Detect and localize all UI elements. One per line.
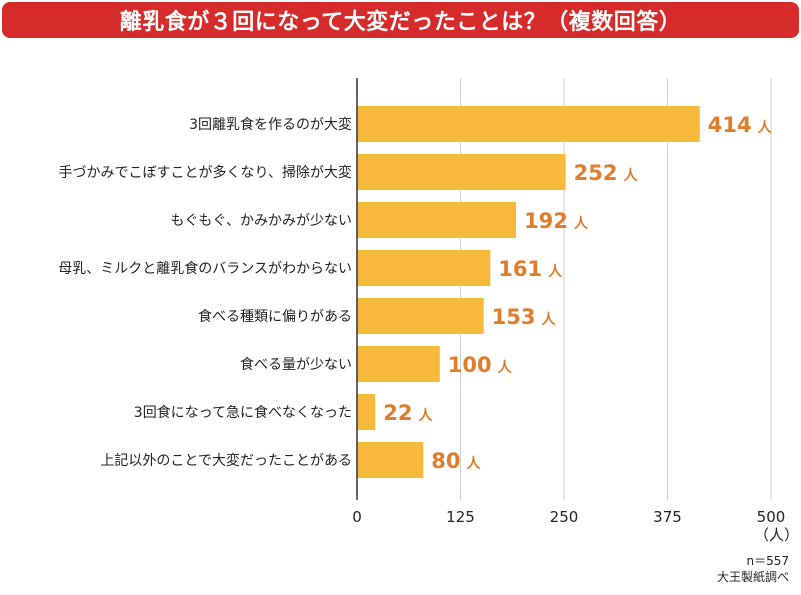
bar — [357, 346, 440, 382]
x-tick-label: 125 — [446, 508, 475, 526]
bar — [357, 202, 516, 238]
value-label: 22 人 — [383, 401, 433, 425]
category-label: 食べる量が少ない — [240, 356, 352, 373]
category-label: 3回食になって急に食べなくなった — [134, 404, 352, 421]
category-label: もぐもぐ、かみかみが少ない — [170, 213, 352, 229]
x-tick-label: 250 — [550, 508, 579, 526]
x-tick-label: 375 — [653, 508, 682, 526]
x-axis-unit-label: （人） — [754, 526, 800, 544]
title-banner: 離乳食が３回になって大変だったことは？（複数回答） — [2, 2, 799, 38]
value-label: 252 人 — [574, 161, 639, 185]
x-tick-label: 0 — [352, 508, 362, 526]
value-label: 414 人 — [708, 113, 773, 137]
sample-size: n＝557 — [746, 554, 789, 568]
bar — [357, 442, 424, 478]
value-label: 80 人 — [431, 449, 481, 473]
x-tick-label: 500 — [757, 508, 786, 526]
category-label: 母乳、ミルクと離乳食のバランスがわからない — [58, 260, 352, 277]
bar — [357, 250, 491, 286]
footnote: n＝557 大王製紙調べ — [717, 553, 789, 585]
category-label: 手づかみでこぼすことが多くなり、掃除が大変 — [59, 164, 352, 181]
chart-title: 離乳食が３回になって大変だったことは？（複数回答） — [119, 10, 682, 35]
value-label: 153 人 — [492, 305, 557, 329]
bar — [357, 154, 566, 190]
bar — [357, 394, 376, 430]
source-note: 大王製紙調べ — [716, 570, 789, 584]
bar — [357, 298, 484, 334]
bar — [357, 106, 700, 142]
category-label: 上記以外のことで大変だったことがある — [100, 452, 352, 469]
value-label: 192 人 — [524, 209, 589, 233]
category-label: 3回離乳食を作るのが大変 — [189, 116, 352, 133]
category-label: 食べる種類に偏りがある — [198, 308, 352, 325]
value-label: 100 人 — [448, 353, 513, 377]
value-label: 161 人 — [498, 257, 563, 281]
